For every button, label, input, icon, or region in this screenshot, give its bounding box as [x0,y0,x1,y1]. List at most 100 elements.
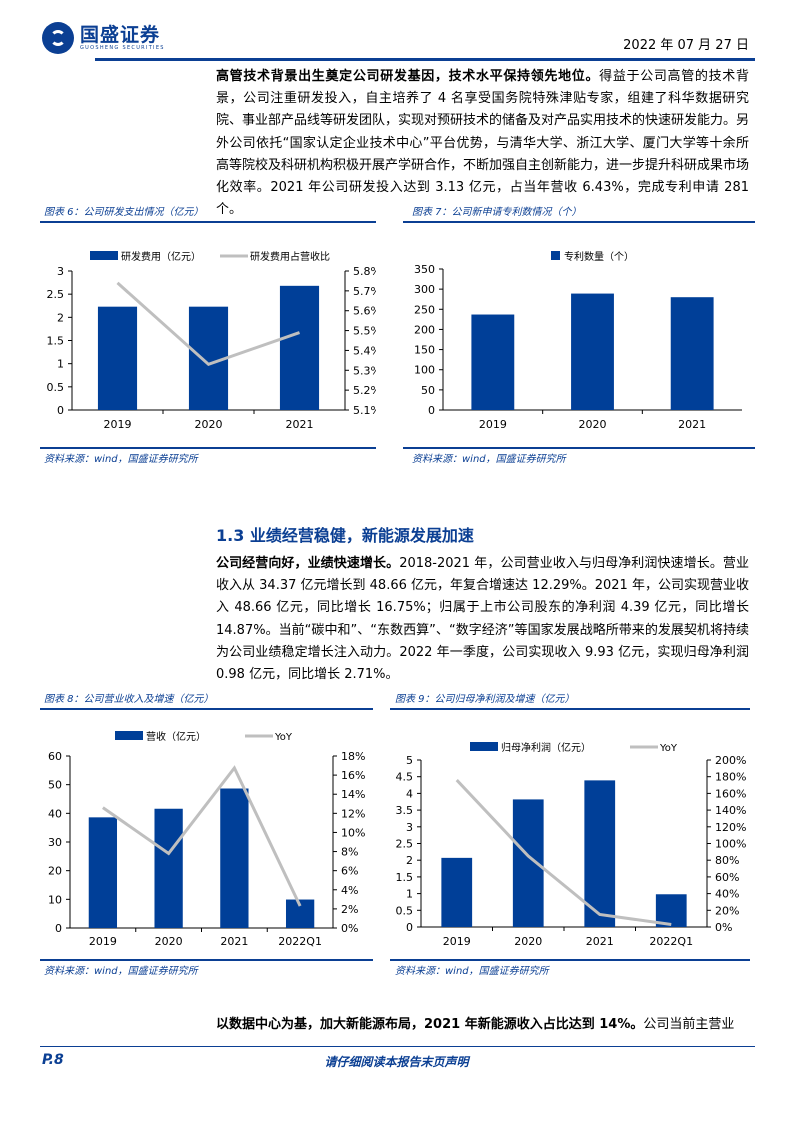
left-tick-label: 40 [48,807,62,820]
left-tick-label: 0.5 [396,904,414,917]
left-tick-label: 0 [57,404,64,417]
x-tick-label: 2019 [479,418,507,431]
right-tick-label: 5.3% [353,364,376,377]
paragraph-lead: 高管技术背景出生奠定公司研发基因，技术水平保持领先地位。 [216,69,600,84]
figure-7-title: 图表 7：公司新申请专利数情况（个） [412,207,582,218]
figure-8-title: 图表 8：公司营业收入及增速（亿元） [44,694,214,705]
right-tick-label: 5.1% [353,404,376,417]
legend-bar-label: 归母净利润（亿元） [501,741,591,754]
page-number: P.8 [42,1052,64,1068]
bar-2019 [471,314,515,410]
right-tick-label: 80% [715,854,739,867]
footer-divider [40,1046,755,1047]
bar-2021 [279,285,320,410]
figure-8-source: 资料来源：wind，国盛证券研究所 [44,966,198,977]
left-tick-label: 3 [57,265,64,278]
company-logo: 国盛证券 GUOSHENG SECURITIES [42,22,165,54]
left-tick-label: 2.5 [396,838,414,851]
paragraph-body: 公司当前主营业 [643,1017,735,1032]
figure-7-rule [403,221,755,223]
right-tick-label: 5.6% [353,305,376,318]
legend-line-label: YoY [659,743,678,754]
right-tick-label: 5.4% [353,344,376,357]
left-tick-label: 150 [414,344,435,357]
left-tick-label: 1.5 [47,335,65,348]
figure-8-bottom-rule [40,959,373,961]
x-tick-label: 2020 [579,418,607,431]
right-tick-label: 160% [715,787,746,800]
right-tick-label: 16% [341,769,365,782]
figure-6-title: 图表 6：公司研发支出情况（亿元） [44,207,204,218]
x-tick-label: 2020 [195,418,223,431]
legend-bar-label: 营收（亿元） [146,730,206,743]
figure-7-source: 资料来源：wind，国盛证券研究所 [412,454,566,465]
line-series-YoY [102,765,302,907]
figure-9-bottom-rule [390,959,750,961]
right-tick-label: 0% [341,922,358,935]
legend-bar-swatch [90,251,118,260]
left-tick-label: 2 [57,311,64,324]
header-divider [95,58,755,61]
x-tick-label: 2022Q1 [278,935,322,948]
right-tick-label: 20% [715,904,739,917]
right-tick-label: 5.2% [353,384,376,397]
report-date: 2022 年 07 月 27 日 [623,38,749,53]
right-tick-label: 40% [715,888,739,901]
figure-6-source: 资料来源：wind，国盛证券研究所 [44,454,198,465]
legend-bar-label: 研发费用（亿元） [121,250,201,263]
paragraph-body: 2018-2021 年，公司营业收入与归母净利润快速增长。营业收入从 34.37… [216,556,749,683]
paragraph-lead: 公司经营向好，业绩快速增长。 [216,556,400,571]
left-tick-label: 10 [48,893,62,906]
paragraph-lead: 以数据中心为基，加大新能源布局，2021 年新能源收入占比达到 14%。 [216,1017,644,1032]
x-tick-label: 2020 [155,935,183,948]
left-tick-label: 50 [421,384,435,397]
disclaimer-note: 请仔细阅读本报告末页声明 [324,1055,469,1069]
right-tick-label: 12% [341,807,365,820]
figure-9-rule [390,708,750,710]
x-tick-label: 2021 [286,418,314,431]
legend-bar-swatch [551,251,560,260]
x-tick-label: 2021 [678,418,706,431]
bar-2019 [88,817,118,928]
x-tick-label: 2019 [443,935,471,948]
figure-6-rule [40,221,376,223]
right-tick-label: 100% [715,838,746,851]
paragraph-body: 得益于公司高管的技术背景，公司注重研发投入，自主培养了 4 名享受国务院特殊津贴… [216,69,750,218]
left-tick-label: 3 [406,821,413,834]
right-tick-label: 4% [341,884,358,897]
left-tick-label: 50 [48,779,62,792]
left-tick-label: 0 [55,922,62,935]
left-tick-label: 4 [406,787,413,800]
section-title: 1.3 业绩经营稳健，新能源发展加速 [216,526,474,545]
bar-2020 [571,293,614,410]
left-tick-label: 2 [406,854,413,867]
right-tick-label: 2% [341,903,358,916]
right-tick-label: 14% [341,788,365,801]
left-tick-label: 1.5 [396,871,414,884]
right-tick-label: 10% [341,826,365,839]
legend-line-label: 研发费用占营收比 [250,250,330,263]
left-tick-label: 1 [406,888,413,901]
left-tick-label: 100 [414,364,435,377]
left-tick-label: 300 [414,283,435,296]
right-tick-label: 60% [715,871,739,884]
logo-icon [42,22,74,54]
left-tick-label: 0.5 [47,381,65,394]
bar-2021 [584,780,616,927]
right-tick-label: 120% [715,821,746,834]
right-tick-label: 18% [341,750,365,763]
figure-9-chart: 0 0.5 1 1.5 2 2.5 3 3.5 4 4.5 5 0% 20% 40% 60% 80% 100% 1… [396,741,747,948]
logo-subtitle: GUOSHENG SECURITIES [80,45,165,51]
x-tick-label: 2022Q1 [649,935,693,948]
legend-bar-swatch [470,742,498,751]
left-tick-label: 0 [406,921,413,934]
x-tick-label: 2021 [586,935,614,948]
left-tick-label: 3.5 [396,804,414,817]
right-tick-label: 140% [715,804,746,817]
figure-9-title: 图表 9：公司归母净利润及增速（亿元） [395,694,575,705]
left-tick-label: 30 [48,836,62,849]
bar-2020 [154,808,183,928]
x-tick-label: 2021 [220,935,248,948]
x-tick-label: 2020 [514,935,542,948]
left-tick-label: 0 [428,404,435,417]
